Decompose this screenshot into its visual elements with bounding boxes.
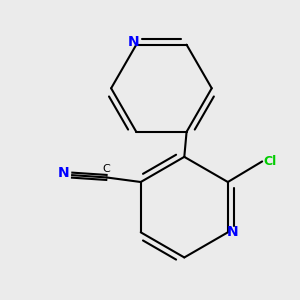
Text: N: N [58, 166, 70, 180]
Text: N: N [226, 225, 238, 239]
Text: C: C [103, 164, 110, 174]
Text: Cl: Cl [264, 155, 277, 168]
Text: N: N [128, 35, 140, 50]
